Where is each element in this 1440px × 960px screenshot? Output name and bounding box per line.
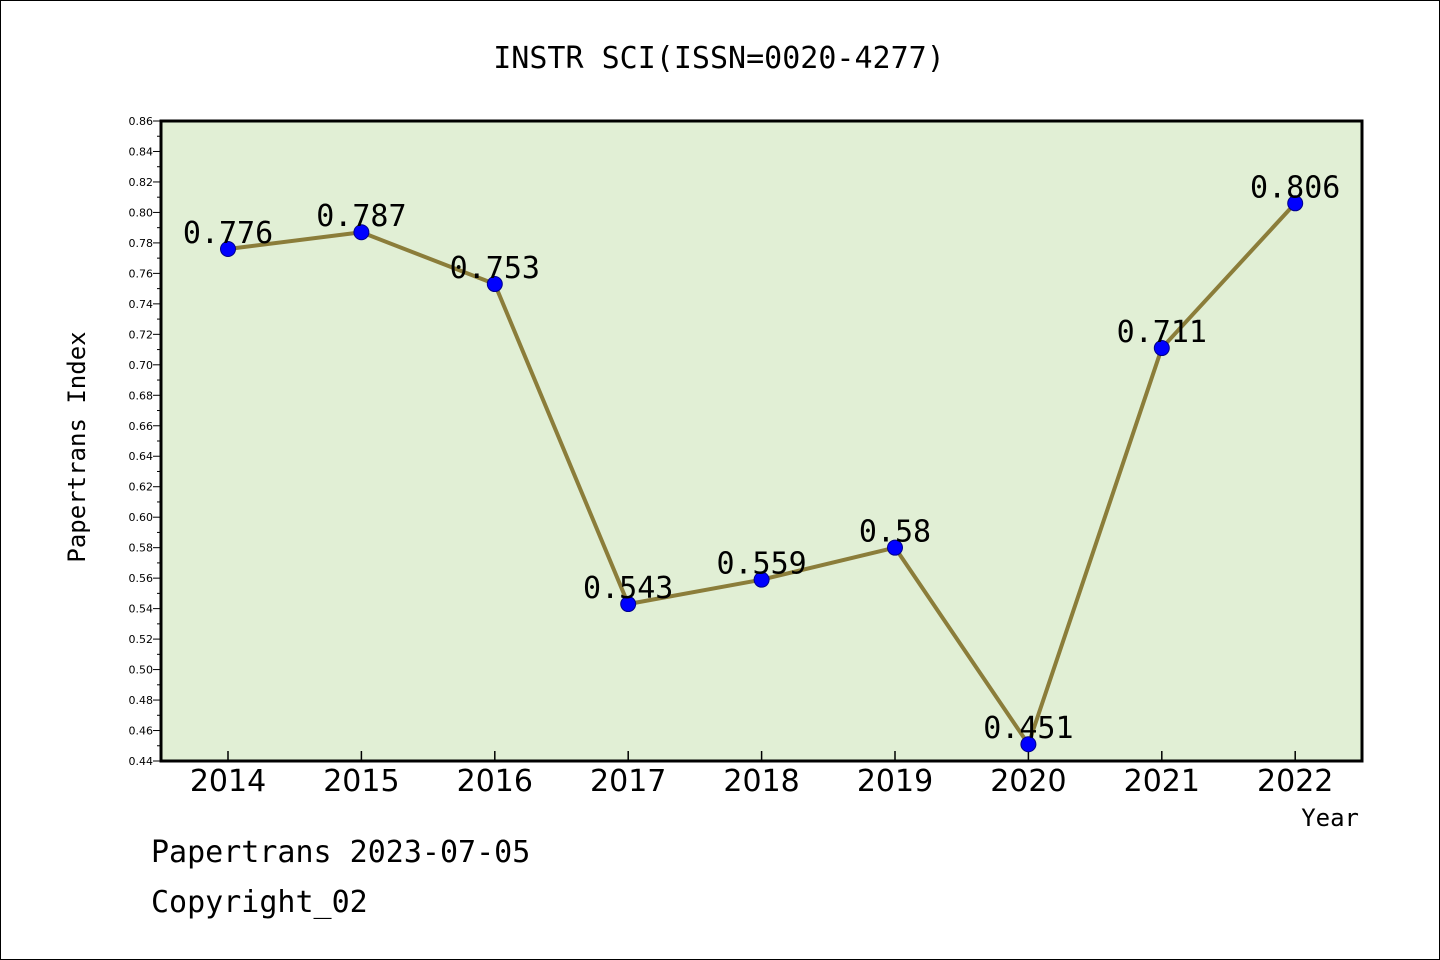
y-tick-label: 0.76	[129, 267, 154, 280]
data-point	[1020, 736, 1037, 753]
y-tick-label: 0.86	[129, 115, 154, 128]
chart-title: INSTR SCI(ISSN=0020-4277)	[493, 41, 945, 76]
y-tick-label: 0.62	[129, 481, 154, 494]
data-point	[220, 241, 236, 257]
y-tick-label: 0.70	[129, 359, 154, 372]
data-label: 0.753	[450, 251, 540, 286]
data-point	[1153, 340, 1170, 357]
footer-copyright: Copyright_02	[151, 885, 368, 920]
y-tick-label: 0.54	[129, 603, 154, 616]
data-point	[486, 276, 503, 293]
y-tick-label: 0.74	[129, 298, 154, 311]
data-label: 0.559	[716, 547, 806, 582]
y-tick-label: 0.50	[129, 664, 154, 677]
y-tick-label: 0.66	[129, 420, 154, 433]
y-axis: 0.44 0.46 0.48 0.50 0.52 0.54 0.56 0.58 0.60 0.62…	[129, 115, 161, 768]
x-tick-label: 2018	[723, 764, 799, 799]
y-tick-label: 0.82	[129, 176, 154, 189]
x-axis-label: Year	[1301, 804, 1359, 832]
data-label: 0.451	[983, 711, 1073, 746]
y-tick-label: 0.60	[129, 511, 154, 524]
data-point	[887, 539, 903, 556]
y-tick-label: 0.72	[129, 328, 154, 341]
data-labels: 0.776 0.787 0.753 0.543 0.559 0.58 0.451 0.711 0…	[183, 170, 1341, 746]
data-label: 0.543	[583, 571, 673, 606]
x-axis: 2014 2015 2016 2017 2018 2019 2020 2021 2022	[190, 751, 1333, 799]
data-label: 0.58	[859, 515, 931, 550]
data-label: 0.806	[1250, 170, 1340, 205]
x-tick-label: 2021	[1124, 764, 1200, 799]
data-point	[1287, 195, 1304, 212]
data-label: 0.711	[1117, 315, 1207, 350]
y-tick-label: 0.58	[129, 542, 154, 555]
x-tick-label: 2017	[590, 764, 666, 799]
x-tick-label: 2016	[457, 764, 533, 799]
data-point	[353, 224, 370, 241]
x-tick-label: 2022	[1257, 764, 1333, 799]
y-tick-label: 0.64	[129, 450, 154, 463]
y-tick-label: 0.78	[129, 237, 154, 250]
y-tick-label: 0.80	[129, 206, 154, 219]
y-tick-label: 0.56	[129, 572, 154, 585]
y-tick-label: 0.52	[129, 633, 154, 646]
x-tick-label: 2020	[990, 764, 1066, 799]
data-label: 0.787	[316, 199, 406, 234]
y-tick-label: 0.44	[129, 755, 154, 768]
y-tick-label: 0.84	[129, 145, 154, 158]
y-tick-label: 0.48	[129, 694, 154, 707]
x-tick-label: 2015	[323, 764, 399, 799]
y-axis-label: Papertrans Index	[63, 331, 91, 562]
data-point	[753, 571, 770, 588]
data-label: 0.776	[183, 216, 273, 251]
y-tick-label: 0.68	[129, 389, 154, 402]
footer-date: Papertrans 2023-07-05	[151, 835, 531, 870]
series	[220, 195, 1304, 753]
x-tick-label: 2014	[190, 764, 266, 799]
data-point	[620, 596, 637, 613]
x-tick-label: 2019	[857, 764, 933, 799]
y-tick-label: 0.46	[129, 725, 154, 738]
